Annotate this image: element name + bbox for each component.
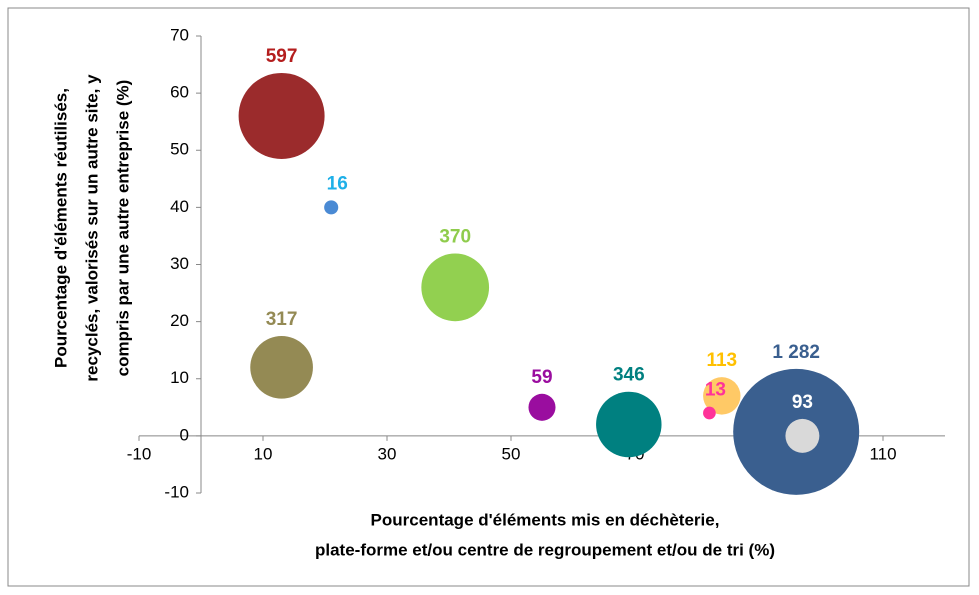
data-label: 59 — [531, 367, 552, 388]
data-label: 317 — [266, 309, 298, 330]
x-tick-label: -10 — [127, 444, 152, 463]
bubble — [421, 253, 490, 322]
bubble — [238, 72, 325, 159]
y-tick-label: 60 — [170, 83, 189, 102]
chart-frame — [7, 7, 970, 587]
x-tick-label: 50 — [502, 444, 521, 463]
y-axis-title: recyclés, valorisés sur un autre site, y — [82, 74, 101, 382]
x-tick-label: 30 — [378, 444, 397, 463]
x-tick-label: 10 — [254, 444, 273, 463]
bubble — [596, 391, 662, 458]
x-axis-title: Pourcentage d'éléments mis en déchèterie… — [371, 510, 720, 529]
bubble — [528, 393, 556, 421]
y-tick-label: 70 — [170, 25, 189, 44]
bubble — [785, 418, 820, 453]
y-axis-title: compris par une autre entreprise (%) — [113, 80, 132, 377]
y-tick-label: 50 — [170, 140, 189, 159]
bubble — [703, 377, 741, 415]
y-tick-label: 40 — [170, 197, 189, 216]
data-label: 16 — [327, 173, 348, 194]
y-tick-label: 30 — [170, 254, 189, 273]
y-tick-label: 10 — [170, 368, 189, 387]
data-label: 1 282 — [772, 342, 820, 363]
bubble — [250, 335, 313, 399]
data-label: 13 — [705, 380, 726, 401]
y-tick-label: 20 — [170, 311, 189, 330]
y-tick-label: 0 — [180, 425, 189, 444]
x-tick-label: 110 — [869, 444, 896, 463]
data-label: 113 — [706, 350, 737, 371]
data-label: 93 — [792, 392, 813, 413]
y-tick-label: -10 — [164, 482, 189, 501]
data-label: 597 — [266, 46, 298, 67]
y-axis-title: Pourcentage d'éléments réutilisés, — [51, 88, 70, 368]
bubble — [324, 200, 339, 215]
data-label: 370 — [439, 227, 471, 248]
bubble — [703, 406, 716, 420]
data-label: 346 — [613, 365, 645, 386]
x-axis-title: plate-forme et/ou centre de regroupement… — [315, 540, 775, 559]
